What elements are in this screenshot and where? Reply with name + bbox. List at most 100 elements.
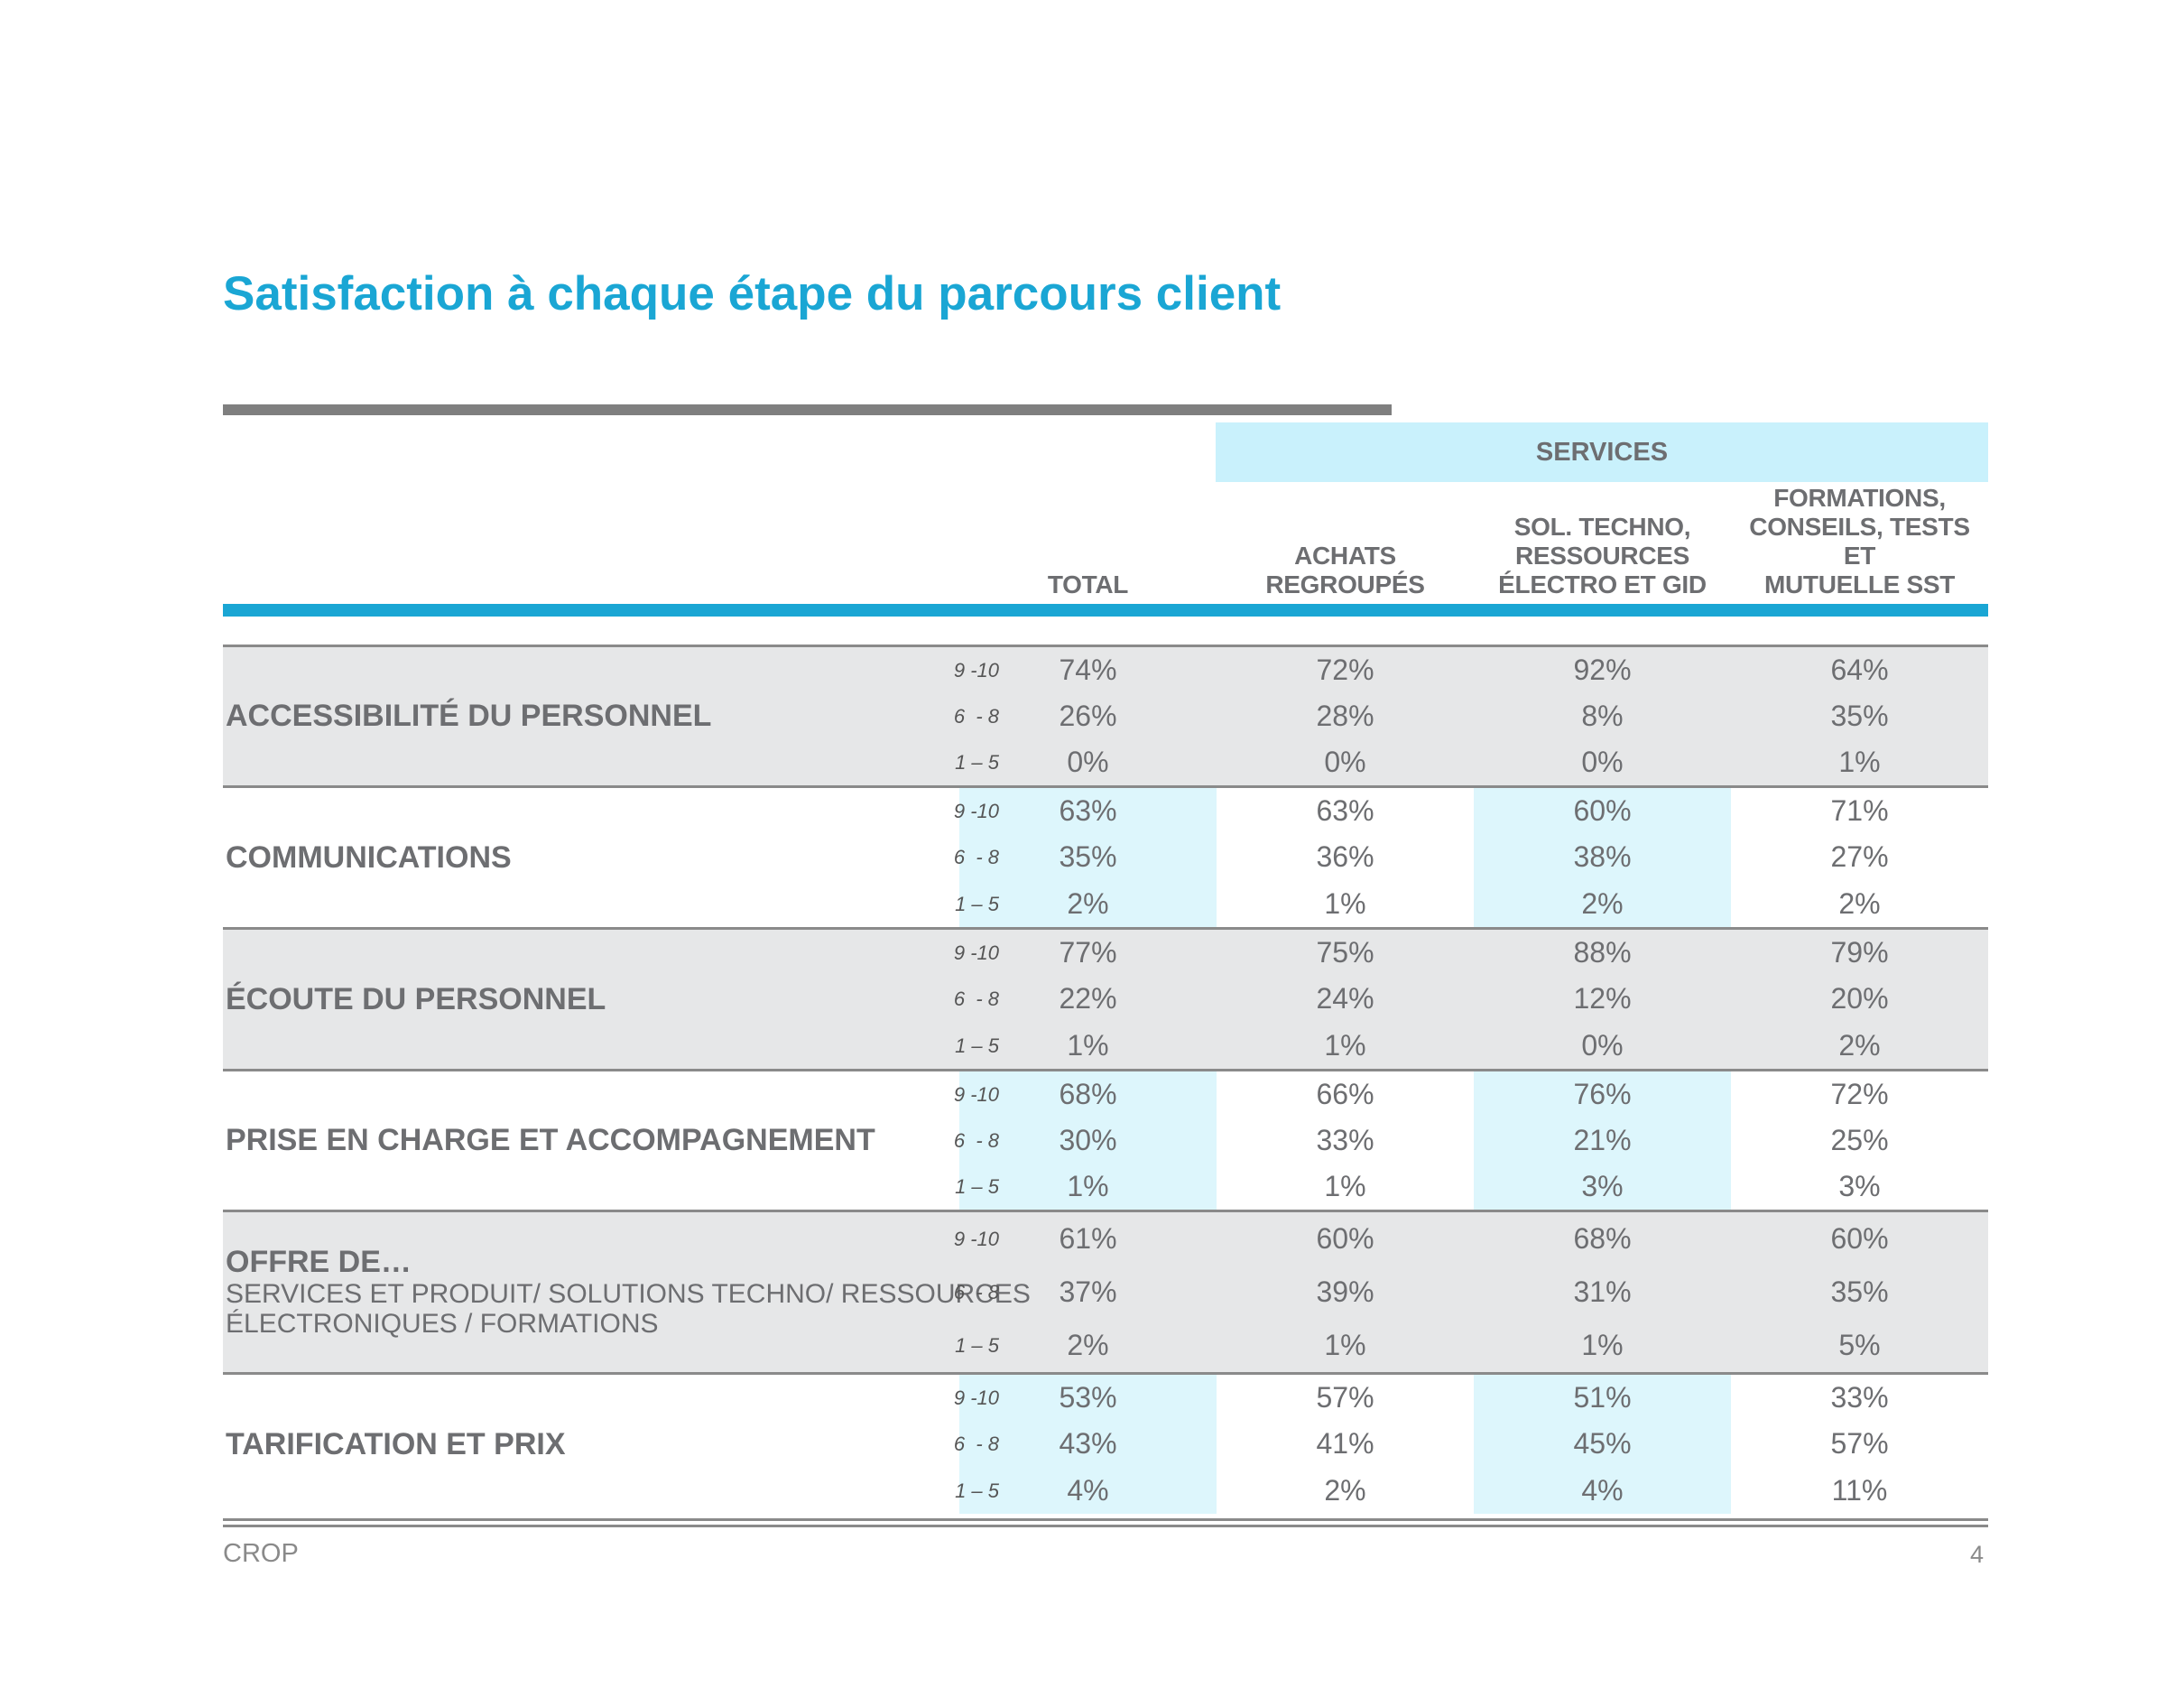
- page-number: 4: [1970, 1541, 1985, 1568]
- table-cell: 68%: [1059, 1078, 1117, 1110]
- group-title: PRISE EN CHARGE ET ACCOMPAGNEMENT: [226, 1123, 875, 1157]
- table-cell: 74%: [1059, 654, 1117, 686]
- scale-label: 1 – 5: [955, 1175, 999, 1198]
- column-header-line: CONSEILS, TESTS ET: [1749, 513, 1970, 570]
- table-row: 1 – 5 4% 2% 4% 11%: [223, 1468, 1988, 1514]
- table-cell: 1%: [1324, 1329, 1366, 1361]
- group-label: ACCESSIBILITÉ DU PERSONNEL: [226, 647, 1086, 785]
- table-cell: 1%: [1581, 1329, 1624, 1361]
- title-divider: [223, 404, 1392, 415]
- table-row: 1 – 5 1% 1% 0% 2%: [223, 1023, 1988, 1069]
- table-row: 9 -10 68% 66% 76% 72%: [223, 1071, 1988, 1118]
- column-header-line: RESSOURCES: [1514, 542, 1690, 570]
- table-cell: 60%: [1830, 1222, 1889, 1255]
- table-cell: 1%: [1324, 1028, 1366, 1062]
- table-cell: 72%: [1316, 654, 1374, 686]
- table-group: COMMUNICATIONS 9 -10 63% 63% 60% 71% 6 - 8 35% 3…: [223, 785, 1988, 927]
- table-cell: 35%: [1830, 1275, 1889, 1308]
- table-cell: 2%: [1581, 886, 1624, 920]
- table-cell: 8%: [1581, 700, 1624, 732]
- scale-label: 9 -10: [953, 1083, 999, 1106]
- table-cell: 4%: [1581, 1473, 1624, 1507]
- column-header-line: MUTUELLE SST: [1763, 570, 1956, 598]
- column-highlight: [1474, 1071, 1731, 1210]
- table-cell: 1%: [1838, 746, 1881, 778]
- scale-label: 9 -10: [953, 659, 999, 682]
- table-cell: 92%: [1573, 654, 1632, 686]
- table-cell: 35%: [1059, 840, 1117, 874]
- footer-source: CROP: [223, 1539, 299, 1568]
- table-cell: 72%: [1830, 1078, 1889, 1110]
- table-row: 9 -10 63% 63% 60% 71%: [223, 788, 1988, 834]
- column-header-formations: FORMATIONS, CONSEILS, TESTS ET MUTUELLE SS…: [1731, 484, 1988, 599]
- table-cell: 4%: [1067, 1473, 1109, 1507]
- column-highlight: [959, 788, 1217, 927]
- table-cell: 22%: [1059, 982, 1117, 1016]
- table-cell: 33%: [1830, 1381, 1889, 1414]
- table-cell: 38%: [1573, 840, 1632, 874]
- table-row: 9 -10 53% 57% 51% 33%: [223, 1375, 1988, 1421]
- table-cell: 57%: [1316, 1381, 1374, 1414]
- table-cell: 20%: [1830, 982, 1889, 1016]
- table-row: 6 - 8 43% 41% 45% 57%: [223, 1421, 1988, 1467]
- table-cell: 77%: [1059, 936, 1117, 969]
- scale-label: 6 - 8: [953, 1433, 999, 1456]
- table-cell: 1%: [1067, 1170, 1109, 1202]
- table-cell: 35%: [1830, 700, 1889, 732]
- column-header-achats: ACHATS REGROUPÉS: [1217, 505, 1474, 599]
- table-cell: 21%: [1573, 1124, 1632, 1156]
- table-cell: 3%: [1581, 1170, 1624, 1202]
- scale-label: 1 – 5: [955, 1334, 999, 1357]
- scale-label: 9 -10: [953, 1228, 999, 1250]
- column-header-line: REGROUPÉS: [1265, 570, 1425, 598]
- table-cell: 45%: [1573, 1427, 1632, 1461]
- table-row: 9 -10 77% 75% 88% 79%: [223, 930, 1988, 976]
- table-row: 1 – 5 2% 1% 1% 5%: [223, 1319, 1988, 1372]
- column-header-sol-techno: SOL. TECHNO, RESSOURCES ÉLECTRO ET GID: [1474, 505, 1731, 599]
- table-cell: 66%: [1316, 1078, 1374, 1110]
- table-row: 6 - 8 22% 24% 12% 20%: [223, 976, 1988, 1022]
- group-label: TARIFICATION ET PRIX: [226, 1375, 1086, 1514]
- table-cell: 5%: [1838, 1329, 1881, 1361]
- scale-label: 6 - 8: [953, 1129, 999, 1152]
- group-label: OFFRE DE… SERVICES ET PRODUIT/ SOLUTIONS …: [226, 1212, 1086, 1372]
- table-group: TARIFICATION ET PRIX 9 -10 53% 57% 51% 33% 6 -…: [223, 1372, 1988, 1514]
- table-cell: 11%: [1831, 1473, 1888, 1507]
- table-group: OFFRE DE… SERVICES ET PRODUIT/ SOLUTIONS …: [223, 1210, 1988, 1372]
- group-title: COMMUNICATIONS: [226, 839, 512, 875]
- table-cell: 28%: [1316, 700, 1374, 732]
- column-header-line: FORMATIONS,: [1773, 484, 1946, 512]
- table-cell: 76%: [1573, 1078, 1632, 1110]
- table-cell: 2%: [1324, 1473, 1366, 1507]
- table-cell: 51%: [1573, 1381, 1632, 1414]
- table-cell: 63%: [1059, 794, 1117, 827]
- column-highlight: [959, 1375, 1217, 1514]
- table-cell: 63%: [1316, 794, 1374, 827]
- table-row: 6 - 8 26% 28% 8% 35%: [223, 693, 1988, 739]
- table-row: 1 – 5 0% 0% 0% 1%: [223, 739, 1988, 785]
- column-header-total: TOTAL: [959, 505, 1217, 599]
- table-cell: 31%: [1573, 1275, 1632, 1308]
- table-cell: 53%: [1059, 1381, 1117, 1414]
- group-title: TARIFICATION ET PRIX: [226, 1426, 566, 1461]
- column-header-line: ÉLECTRO ET GID: [1498, 570, 1707, 598]
- column-header-line: ACHATS: [1294, 542, 1396, 570]
- group-title: ACCESSIBILITÉ DU PERSONNEL: [226, 699, 712, 733]
- table-cell: 39%: [1316, 1275, 1374, 1308]
- table-cell: 61%: [1059, 1222, 1117, 1255]
- table-cell: 2%: [1838, 1028, 1881, 1062]
- group-label: PRISE EN CHARGE ET ACCOMPAGNEMENT: [226, 1071, 1086, 1210]
- group-label: ÉCOUTE DU PERSONNEL: [226, 930, 1086, 1069]
- table-cell: 68%: [1573, 1222, 1632, 1255]
- table-cell: 24%: [1316, 982, 1374, 1016]
- table-cell: 75%: [1316, 936, 1374, 969]
- group-subtitle: SERVICES ET PRODUIT/ SOLUTIONS TECHNO/ R…: [226, 1279, 1031, 1339]
- table-cell: 2%: [1067, 886, 1109, 920]
- column-header-line: TOTAL: [1047, 570, 1129, 598]
- table-cell: 30%: [1059, 1124, 1117, 1156]
- table-cell: 57%: [1830, 1427, 1889, 1461]
- table-cell: 41%: [1316, 1427, 1374, 1461]
- table-row: 1 – 5 2% 1% 2% 2%: [223, 881, 1988, 927]
- table-cell: 1%: [1324, 1170, 1366, 1202]
- scale-label: 1 – 5: [955, 751, 999, 774]
